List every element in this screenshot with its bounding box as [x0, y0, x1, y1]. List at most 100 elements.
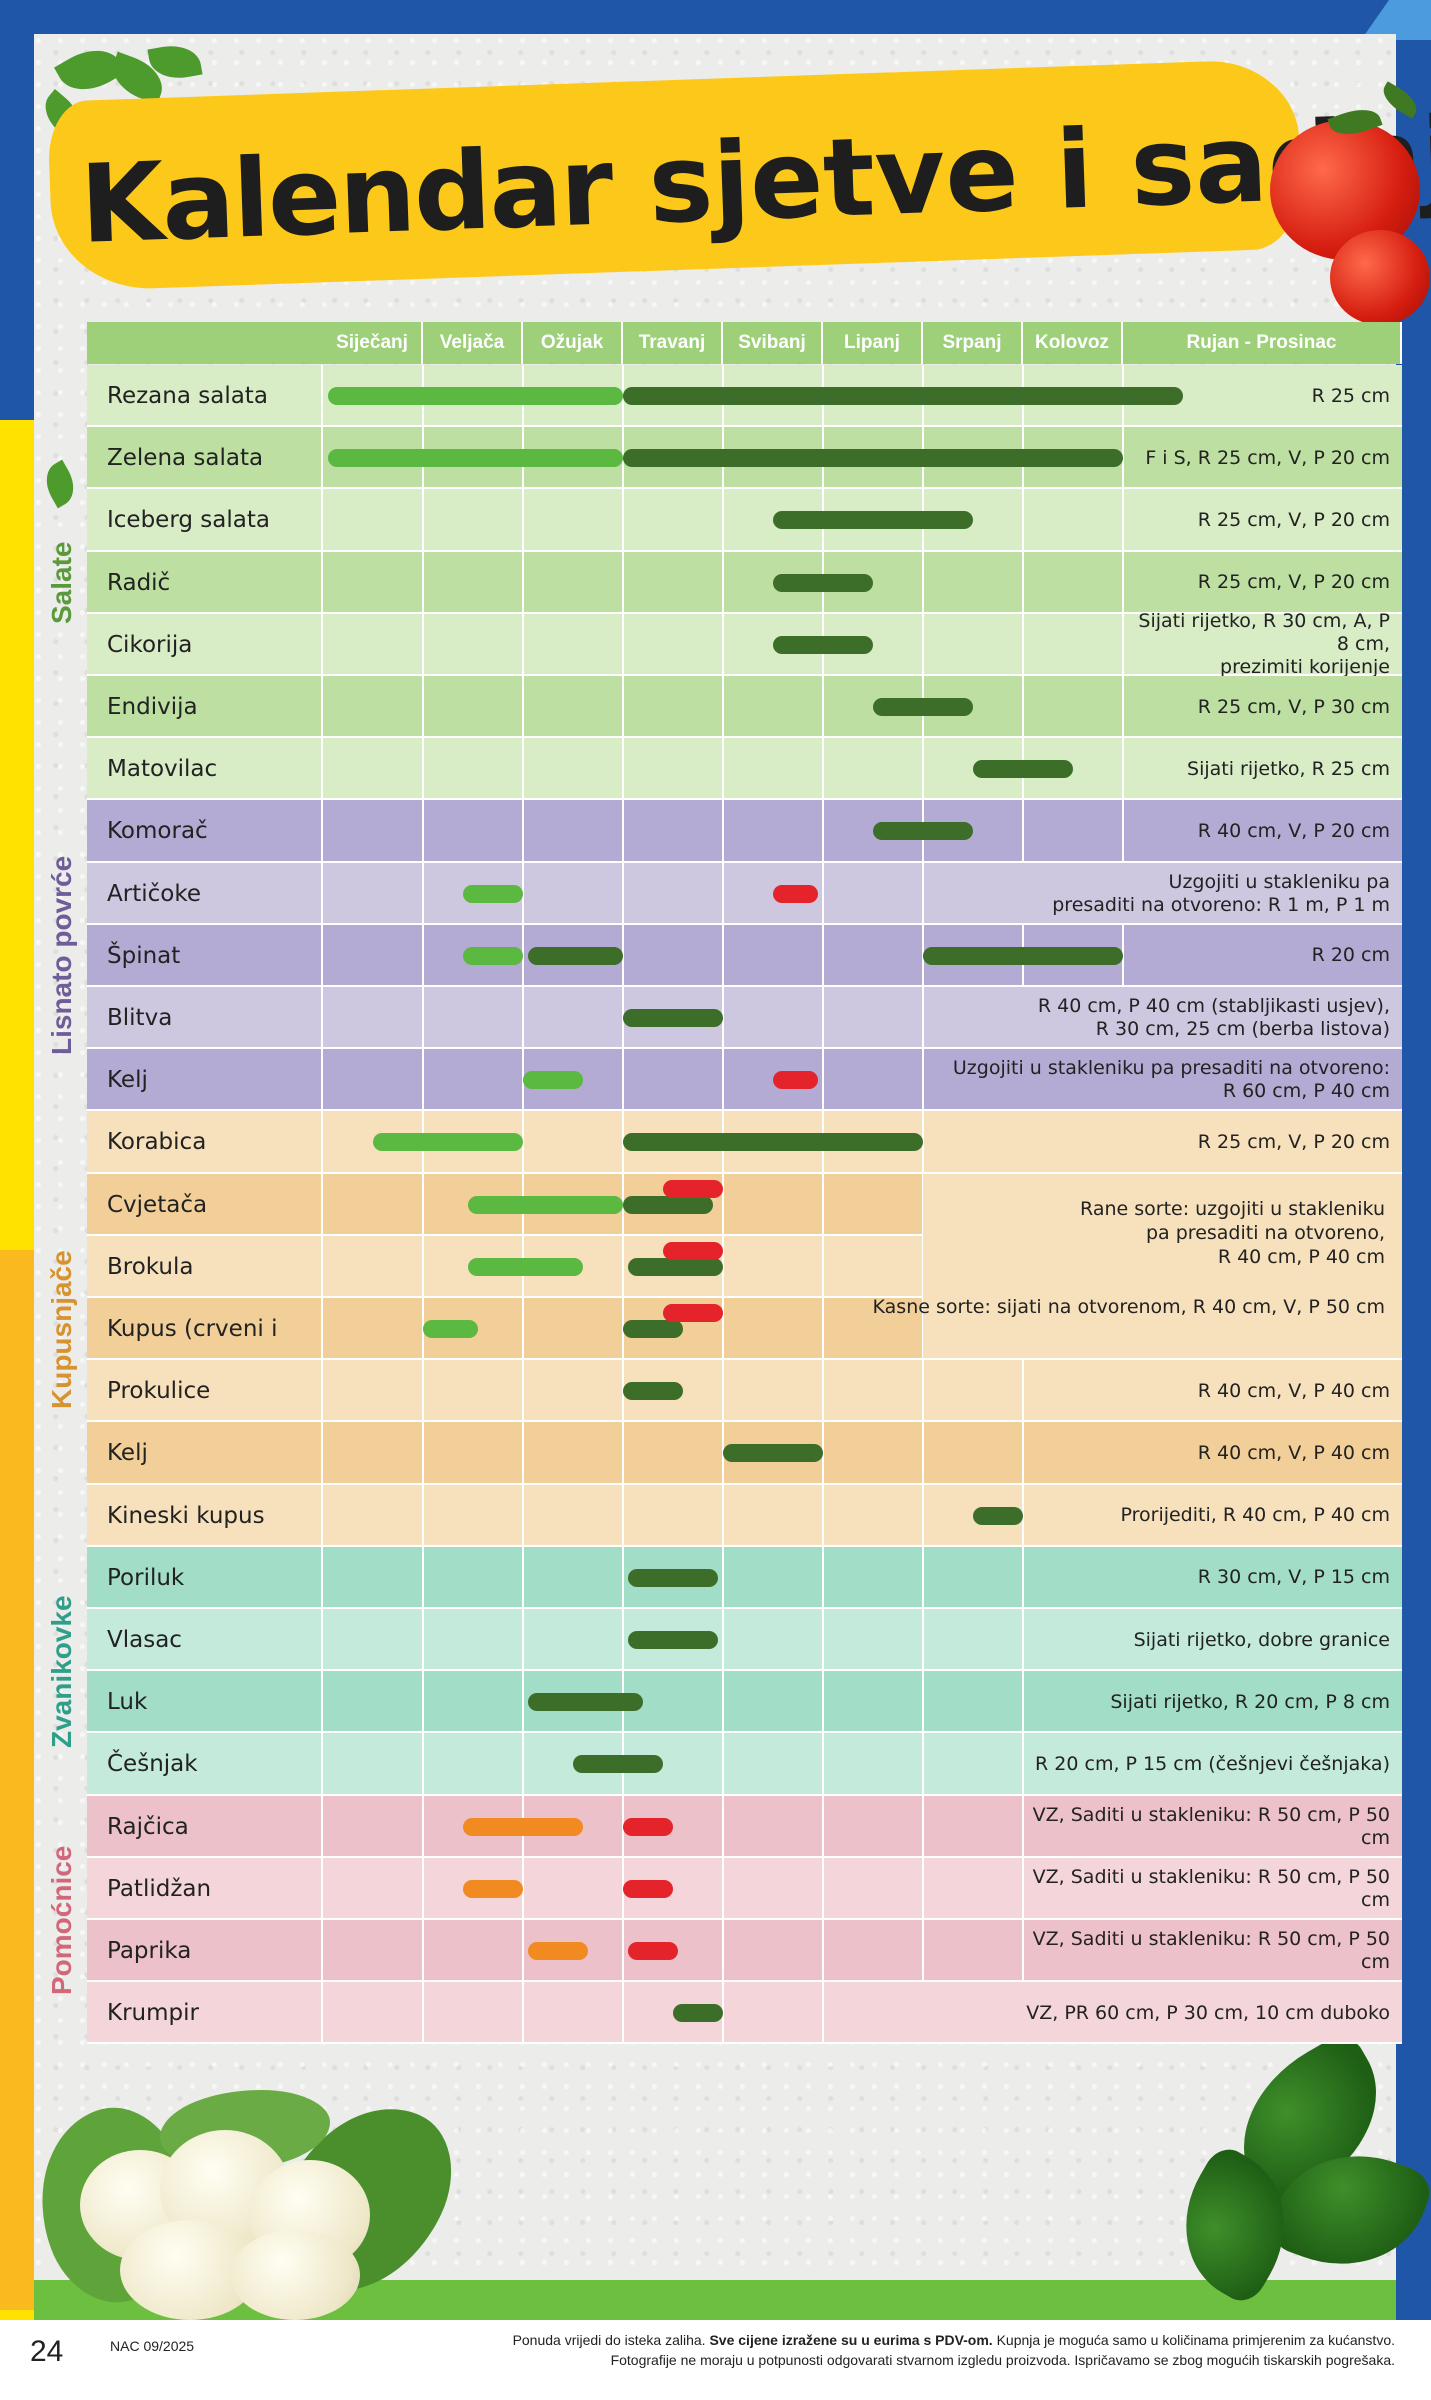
crop-note: R 25 cm	[1311, 384, 1390, 407]
grid-line	[822, 1982, 824, 2045]
grid-line	[422, 1173, 424, 1236]
grid-line	[822, 800, 824, 863]
grid-line	[822, 1920, 824, 1983]
sowing-bar	[373, 1133, 523, 1152]
grid-line	[1022, 551, 1024, 614]
crop-name: Cvjetača	[87, 1173, 323, 1236]
grid-line	[922, 1920, 924, 1983]
crop-row: Radič R 25 cm, V, P 20 cm	[87, 551, 1402, 614]
grid-line	[522, 1298, 524, 1361]
grid-line	[522, 1484, 524, 1547]
sowing-bar	[873, 698, 973, 717]
row-separator	[87, 1855, 1402, 1858]
grid-line	[622, 862, 624, 925]
grid-line	[922, 738, 924, 801]
grid-line	[722, 1173, 724, 1236]
sowing-bar	[468, 1257, 583, 1276]
grid-line	[722, 987, 724, 1050]
category-label: Salate	[46, 541, 77, 625]
sowing-bar	[463, 946, 523, 965]
planting-bar	[773, 884, 818, 903]
sowing-bar	[673, 2004, 723, 2023]
sowing-bar	[623, 449, 1123, 468]
planting-bar	[773, 1071, 818, 1090]
grid-line	[422, 800, 424, 863]
disclaimer-a: Ponuda vrijedi do isteka zaliha.	[512, 2332, 710, 2348]
greenhouse-sowing-bar	[528, 1942, 588, 1961]
grid-line	[422, 1920, 424, 1983]
grid-line	[1022, 676, 1024, 739]
grid-line	[722, 1733, 724, 1796]
grid-line	[922, 1484, 924, 1547]
crop-note: Sijati rijetko, R 30 cm, A, P 8 cm, prez…	[1138, 610, 1390, 679]
crop-note: R 40 cm, V, P 20 cm	[1197, 819, 1390, 842]
row-separator	[87, 487, 1402, 490]
grid-line	[722, 1609, 724, 1672]
grid-line	[822, 862, 824, 925]
grid-line	[722, 1235, 724, 1298]
sowing-bar	[623, 1320, 683, 1339]
crop-note: Uzgojiti u stakleniku pa presaditi na ot…	[1052, 870, 1390, 916]
grid-line	[922, 1609, 924, 1672]
crop-note: R 30 cm, V, P 15 cm	[1197, 1566, 1390, 1589]
title-bold: Kalendar	[78, 124, 614, 268]
grid-line	[622, 551, 624, 614]
sowing-bar	[463, 884, 523, 903]
row-separator	[87, 1358, 1402, 1361]
grid-line	[1022, 613, 1024, 676]
grid-line	[722, 676, 724, 739]
grid-line	[522, 613, 524, 676]
grid-line	[922, 862, 924, 925]
grid-line	[722, 1546, 724, 1609]
month-header: Travanj	[623, 322, 723, 364]
grid-line	[522, 987, 524, 1050]
grid-line	[422, 1422, 424, 1485]
grid-line	[1022, 1360, 1024, 1423]
cauliflower-image	[12, 2077, 476, 2323]
crop-row: Artičoke Uzgojiti u stakleniku pa presadi…	[87, 862, 1402, 925]
crop-name: Brokula	[87, 1235, 323, 1298]
grid-line	[422, 1982, 424, 2045]
sowing-bar	[923, 946, 1123, 965]
grid-line	[422, 1671, 424, 1734]
grid-line	[822, 1173, 824, 1236]
crop-name: Paprika	[87, 1920, 323, 1983]
planting-bar	[663, 1241, 723, 1260]
grid-line	[622, 489, 624, 552]
crop-name: Kineski kupus	[87, 1484, 323, 1547]
crop-row: Komorač R 40 cm, V, P 20 cm	[87, 800, 1402, 863]
sowing-bar	[623, 387, 1183, 406]
grid-line	[1122, 489, 1124, 552]
grid-line	[722, 1857, 724, 1920]
category-label: Lisnato povrće	[46, 856, 77, 1056]
grid-line	[1122, 800, 1124, 863]
crop-name: Vlasac	[87, 1609, 323, 1672]
crop-row: Špinat R 20 cm	[87, 924, 1402, 987]
row-separator	[87, 425, 1402, 428]
crop-note: VZ, Saditi u stakleniku: R 50 cm, P 50 c…	[1032, 1928, 1390, 1974]
grid-line	[1022, 1422, 1024, 1485]
sowing-bar	[328, 449, 623, 468]
grid-line	[622, 924, 624, 987]
grid-line	[822, 1360, 824, 1423]
crop-name: Cikorija	[87, 613, 323, 676]
sowing-bar	[773, 511, 973, 530]
tomato-icon	[1330, 230, 1430, 325]
issue-code: NAC 09/2025	[110, 2338, 195, 2354]
grid-line	[822, 1609, 824, 1672]
sowing-bar	[623, 1009, 723, 1028]
grid-line	[422, 1484, 424, 1547]
sowing-bar	[623, 1195, 713, 1214]
crop-row: Vlasac Sijati rijetko, dobre granice	[87, 1609, 1402, 1672]
crop-name: Češnjak	[87, 1733, 323, 1796]
grid-line	[822, 1671, 824, 1734]
grid-line	[722, 1049, 724, 1112]
crop-note: VZ, Saditi u stakleniku: R 50 cm, P 50 c…	[1032, 1803, 1390, 1849]
crop-row: Rezana salata R 25 cm	[87, 365, 1402, 428]
crop-row: Kelj Uzgojiti u stakleniku pa presaditi n…	[87, 1049, 1402, 1112]
crop-row: Kineski kupus Prorijediti, R 40 cm, P 40 …	[87, 1484, 1402, 1547]
grid-line	[922, 987, 924, 1050]
side-band-orange	[0, 1250, 34, 2310]
disclaimer-c: Kupnja je moguća samo u količinama primj…	[992, 2332, 1395, 2348]
grid-line	[522, 1982, 524, 2045]
